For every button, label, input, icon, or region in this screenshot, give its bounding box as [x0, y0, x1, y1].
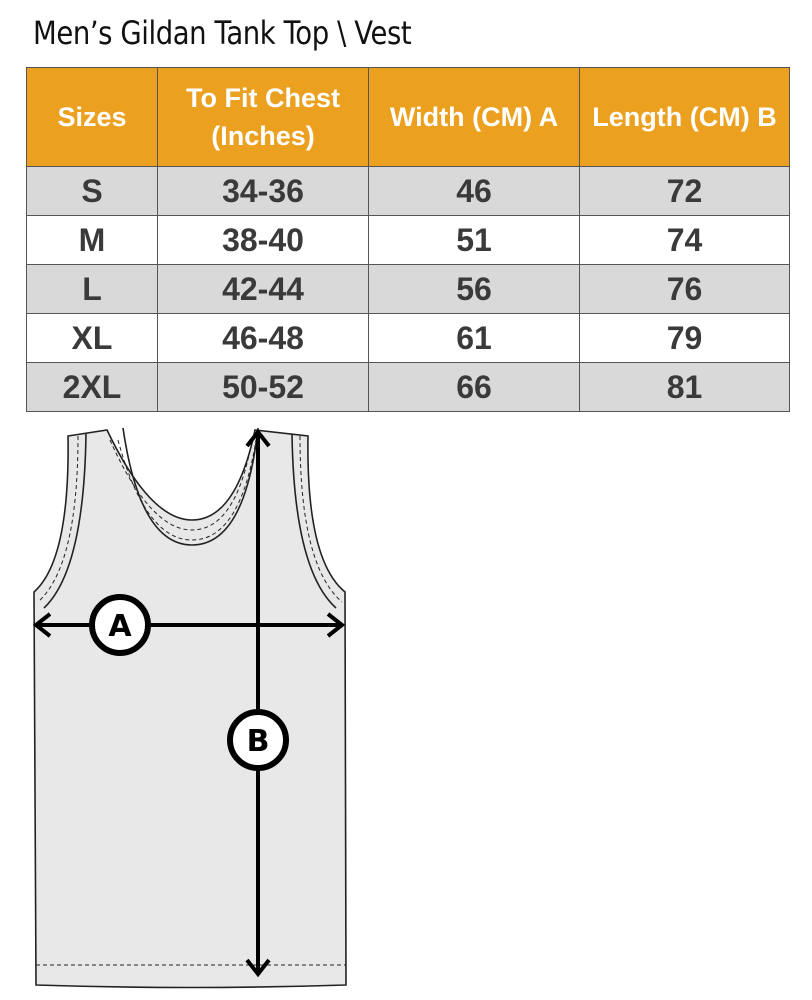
width-arrow — [32, 612, 346, 638]
cell-width: 66 — [368, 362, 580, 412]
cell-length: 81 — [579, 362, 790, 412]
label-a-badge: A — [89, 594, 151, 656]
cell-chest: 42-44 — [157, 264, 369, 314]
label-b: B — [247, 724, 270, 759]
cell-width: 51 — [368, 215, 580, 265]
header-width: Width (CM) A — [368, 67, 580, 167]
cell-length: 79 — [579, 313, 790, 363]
table-header-row: Sizes To Fit Chest (Inches) Width (CM) A… — [26, 67, 790, 167]
header-length: Length (CM) B — [579, 67, 790, 167]
label-a: A — [108, 609, 132, 644]
cell-width: 46 — [368, 166, 580, 216]
cell-length: 76 — [579, 264, 790, 314]
cell-size: M — [26, 215, 158, 265]
cell-width: 61 — [368, 313, 580, 363]
page-title: Men’s Gildan Tank Top \ Vest — [33, 14, 412, 52]
cell-chest: 38-40 — [157, 215, 369, 265]
table-row: XL 46-48 61 79 — [26, 313, 790, 363]
cell-length: 72 — [579, 166, 790, 216]
tank-top-outline — [33, 427, 347, 989]
cell-size: S — [26, 166, 158, 216]
label-b-badge: B — [227, 709, 289, 771]
cell-length: 74 — [579, 215, 790, 265]
header-sizes: Sizes — [26, 67, 158, 167]
size-chart-table: Sizes To Fit Chest (Inches) Width (CM) A… — [26, 67, 790, 412]
table-row: M 38-40 51 74 — [26, 215, 790, 265]
table-row: L 42-44 56 76 — [26, 264, 790, 314]
cell-chest: 46-48 — [157, 313, 369, 363]
cell-size: XL — [26, 313, 158, 363]
table-row: 2XL 50-52 66 81 — [26, 362, 790, 412]
header-chest: To Fit Chest (Inches) — [157, 67, 369, 167]
cell-width: 56 — [368, 264, 580, 314]
cell-chest: 50-52 — [157, 362, 369, 412]
length-arrow — [245, 428, 271, 978]
